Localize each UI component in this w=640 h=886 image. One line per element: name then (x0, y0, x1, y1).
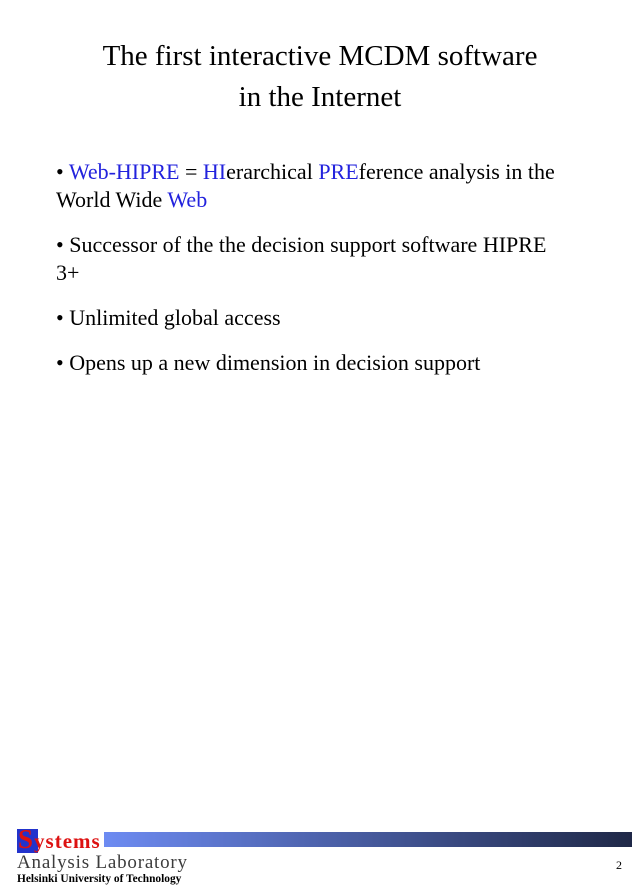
highlighted-text-segment: PRE (318, 159, 359, 184)
text-segment: erarchical (226, 159, 319, 184)
text-segment: • (56, 159, 69, 184)
lab-name-text: Analysis Laboratory (17, 852, 188, 873)
text-segment: • Opens up a new dimension in decision s… (56, 350, 481, 375)
text-segment: • Successor of the the decision support … (56, 232, 547, 285)
slide-title-line-1: The first interactive MCDM software (102, 40, 538, 72)
presentation-slide: The first interactive MCDM software in t… (0, 36, 640, 885)
page-number: 2 (616, 858, 622, 872)
slide-title-line-2: in the Internet (238, 81, 402, 113)
text-segment: = (179, 159, 203, 184)
footer-gradient-bar (104, 832, 632, 847)
highlighted-text-segment: Web (167, 187, 208, 212)
university-name-text: Helsinki University of Technology (17, 871, 182, 885)
bullet-item: • Successor of the the decision support … (56, 231, 571, 287)
text-segment: • Unlimited global access (56, 305, 281, 330)
slide-title: The first interactive MCDM software in t… (0, 36, 640, 118)
highlighted-text-segment: Web-HIPRE (68, 159, 180, 184)
text-segment: ference analysis in the World Wide (56, 159, 555, 212)
logo-word: Systems (18, 824, 101, 854)
bullet-item: • Web-HIPRE = HIerarchical PREference an… (56, 158, 571, 214)
bullet-item: • Unlimited global access (56, 304, 571, 332)
highlighted-text-segment: HI (202, 159, 227, 184)
slide-footer: Systems Analysis Laboratory Helsinki Uni… (0, 410, 640, 885)
bullet-item: • Opens up a new dimension in decision s… (56, 349, 571, 377)
bullet-list: • Web-HIPRE = HIerarchical PREference an… (56, 158, 571, 394)
